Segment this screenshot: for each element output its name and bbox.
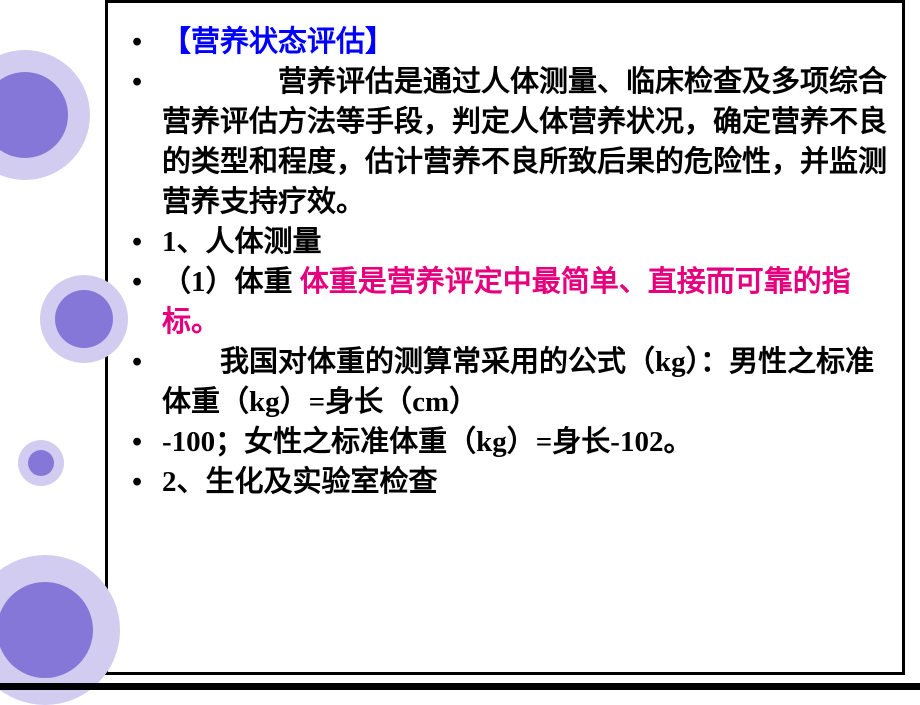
paragraph1-text: 营养评估是通过人体测量、临床检查及多项综合营养评估方法等手段，判定人体营养状况，…	[162, 66, 887, 218]
bullet-item3: 2、生化及实验室检查	[130, 462, 895, 502]
item3-text: 2、生化及实验室检查	[162, 466, 438, 498]
formula1-text: 我国对体重的测算常采用的公式（kg）：男性之标准体重（kg）=身长（cm）	[162, 346, 874, 418]
bullet-formula2: -100；女性之标准体重（kg）=身长-102。	[130, 422, 895, 462]
bottom-bar	[0, 683, 920, 690]
decoration-circle-3-inner	[28, 450, 54, 476]
decoration-circle-4-inner	[0, 582, 93, 678]
bullet-title: 【营养状态评估】	[130, 22, 895, 62]
item1-text: 1、人体测量	[162, 226, 322, 258]
bullet-paragraph1: 营养评估是通过人体测量、临床检查及多项综合营养评估方法等手段，判定人体营养状况，…	[130, 62, 895, 222]
bullet-formula1: 我国对体重的测算常采用的公式（kg）：男性之标准体重（kg）=身长（cm）	[130, 342, 895, 422]
item2-prefix: （1）体重	[162, 266, 300, 298]
formula2-text: -100；女性之标准体重（kg）=身长-102。	[162, 426, 692, 458]
bullet-item2: （1）体重 体重是营养评定中最简单、直接而可靠的指标。	[130, 262, 895, 342]
title-text: 【营养状态评估】	[162, 26, 394, 58]
slide-content: 【营养状态评估】 营养评估是通过人体测量、临床检查及多项综合营养评估方法等手段，…	[130, 22, 895, 502]
bullet-item1: 1、人体测量	[130, 222, 895, 262]
bullet-list: 【营养状态评估】 营养评估是通过人体测量、临床检查及多项综合营养评估方法等手段，…	[130, 22, 895, 502]
decoration-circle-2-inner	[55, 290, 113, 348]
